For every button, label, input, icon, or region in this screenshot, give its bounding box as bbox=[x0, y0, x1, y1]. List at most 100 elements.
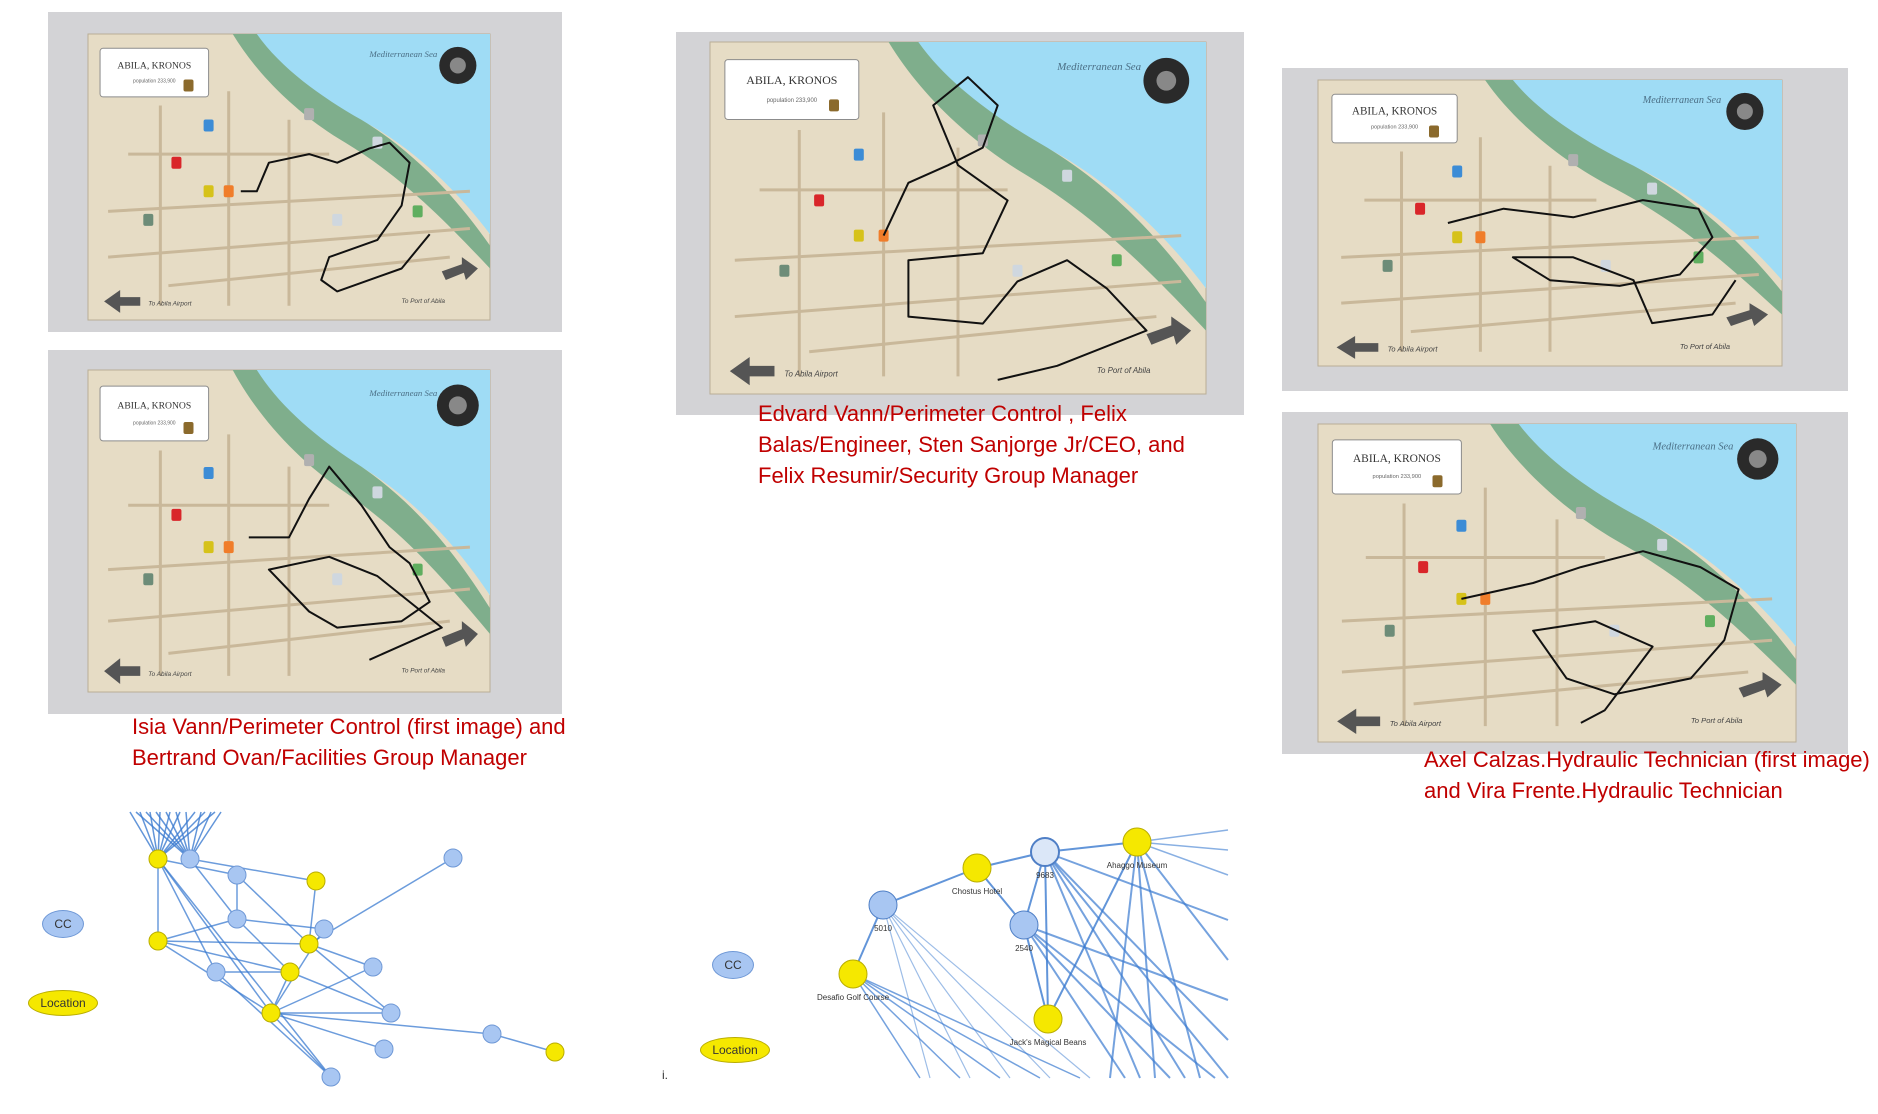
map-title-frame bbox=[1331, 93, 1458, 144]
graph-edge bbox=[1023, 924, 1049, 1020]
graph-edge bbox=[157, 811, 196, 860]
map-sea bbox=[1503, 80, 1782, 281]
graph-edge bbox=[1044, 841, 1138, 853]
map-landmark-icon bbox=[853, 148, 864, 161]
map-landmark-icon bbox=[1418, 561, 1429, 574]
map-title-box: ABILA, KRONOS population 233,900 bbox=[1331, 439, 1462, 495]
map-landmark-icon bbox=[1432, 475, 1443, 488]
map-title-frame bbox=[724, 59, 860, 120]
map-sea-label: Mediterranean Sea bbox=[1642, 95, 1721, 106]
map-landmark-icon bbox=[1062, 169, 1073, 182]
map-landmark-icon bbox=[1384, 624, 1395, 637]
map-landmark-icon bbox=[1575, 507, 1586, 520]
compass-icon bbox=[1737, 438, 1779, 480]
map-sea bbox=[248, 34, 490, 235]
map-landmark-icon bbox=[853, 229, 864, 242]
compass-center bbox=[1736, 103, 1753, 120]
map-panel-1: Mediterranean Sea ABILA, KRONOS population… bbox=[87, 33, 491, 321]
graph-edge bbox=[270, 966, 374, 1014]
map-title: ABILA, KRONOS bbox=[117, 60, 191, 71]
cc-node bbox=[227, 865, 247, 885]
map-title-box: ABILA, KRONOS population 233,900 bbox=[99, 385, 210, 442]
arrow-right-icon bbox=[441, 257, 478, 280]
legend-cc-label: CC bbox=[724, 958, 742, 972]
compass-center bbox=[1156, 70, 1177, 91]
graph-edge bbox=[1044, 851, 1141, 1079]
graph-edge bbox=[852, 973, 1001, 1079]
caption-left: Isia Vann/Perimeter Control (first image… bbox=[132, 714, 566, 770]
map-landmark-icon bbox=[183, 79, 194, 92]
map-gps-route bbox=[248, 465, 443, 661]
map-port-label: To Port of Abila bbox=[402, 668, 446, 675]
graph-edge bbox=[1044, 851, 1186, 1079]
cc-node bbox=[868, 890, 898, 920]
map-landmark-icon bbox=[1429, 125, 1439, 138]
cc-node bbox=[180, 849, 200, 869]
graph-edge bbox=[157, 858, 332, 1078]
map-landmark-icon bbox=[1012, 264, 1023, 277]
cc-node bbox=[1009, 910, 1039, 940]
map-road bbox=[809, 315, 1157, 354]
map-port-label: To Port of Abila bbox=[1680, 342, 1730, 351]
graph-edge bbox=[1023, 924, 1126, 1079]
map-population: population 233,900 bbox=[133, 79, 176, 85]
graph-edge bbox=[1136, 829, 1229, 843]
map-landmark-icon bbox=[814, 194, 825, 207]
map-port-label: To Port of Abila bbox=[1691, 716, 1743, 725]
location-node bbox=[299, 934, 319, 954]
map-road bbox=[168, 619, 450, 655]
map-title-frame bbox=[99, 47, 210, 98]
map-landmark-icon bbox=[1647, 182, 1658, 195]
map-title-frame bbox=[1331, 439, 1462, 495]
arrow-left-icon bbox=[104, 289, 141, 313]
map-port-label: To Port of Abila bbox=[402, 298, 446, 305]
graph-edge bbox=[308, 943, 374, 968]
map-landmark-icon bbox=[1452, 165, 1463, 178]
legend-cc-right: CC bbox=[712, 951, 754, 979]
map-landmark-icon bbox=[332, 573, 343, 586]
map-landmark-icon bbox=[304, 454, 315, 467]
graph-edge bbox=[882, 904, 1091, 1079]
graph-edge bbox=[1044, 851, 1049, 1020]
map-landmark-icon bbox=[203, 119, 214, 132]
map-landmark-icon bbox=[203, 541, 214, 554]
compass-center bbox=[1748, 450, 1767, 468]
map-title-box: ABILA, KRONOS population 233,900 bbox=[1331, 93, 1458, 144]
cc-node bbox=[321, 1067, 341, 1087]
map-landmark-icon bbox=[223, 185, 234, 198]
arrow-right-icon bbox=[1726, 303, 1769, 326]
graph-node-label: Chostus Hotel bbox=[952, 887, 1002, 896]
graph-edge bbox=[270, 1012, 385, 1050]
map-landmark-icon bbox=[203, 185, 214, 198]
map-population: population 233,900 bbox=[1371, 125, 1418, 131]
graph-edge bbox=[1044, 851, 1229, 1079]
graph-edge bbox=[1136, 841, 1229, 876]
map-title: ABILA, KRONOS bbox=[117, 401, 191, 412]
arrow-left-icon bbox=[104, 658, 141, 684]
location-node bbox=[545, 1042, 565, 1062]
graph-edge bbox=[157, 918, 238, 942]
location-node bbox=[1122, 827, 1152, 857]
map-park-strip bbox=[232, 370, 490, 635]
map-landmark-icon bbox=[143, 573, 154, 586]
map-landmark-icon bbox=[1475, 231, 1486, 244]
graph-edge bbox=[1109, 841, 1138, 1079]
location-node bbox=[148, 849, 168, 869]
graph-edge bbox=[1136, 841, 1201, 1079]
map-landmark-icon bbox=[412, 205, 423, 218]
compass-icon bbox=[439, 46, 477, 85]
graph-edge bbox=[852, 973, 1081, 1079]
map-landmark-icon bbox=[779, 264, 790, 277]
map-title-box: ABILA, KRONOS population 233,900 bbox=[724, 59, 860, 120]
map-landmark-icon bbox=[1456, 519, 1467, 532]
graph-edge bbox=[157, 858, 238, 876]
graph-edge bbox=[189, 858, 317, 882]
legend-location-left: Location bbox=[28, 990, 98, 1016]
arrow-right-icon bbox=[1738, 672, 1782, 698]
map-park-strip bbox=[1490, 424, 1796, 685]
graph-edge bbox=[270, 1012, 493, 1035]
compass-icon bbox=[1726, 92, 1764, 131]
cc-node bbox=[482, 1024, 502, 1044]
